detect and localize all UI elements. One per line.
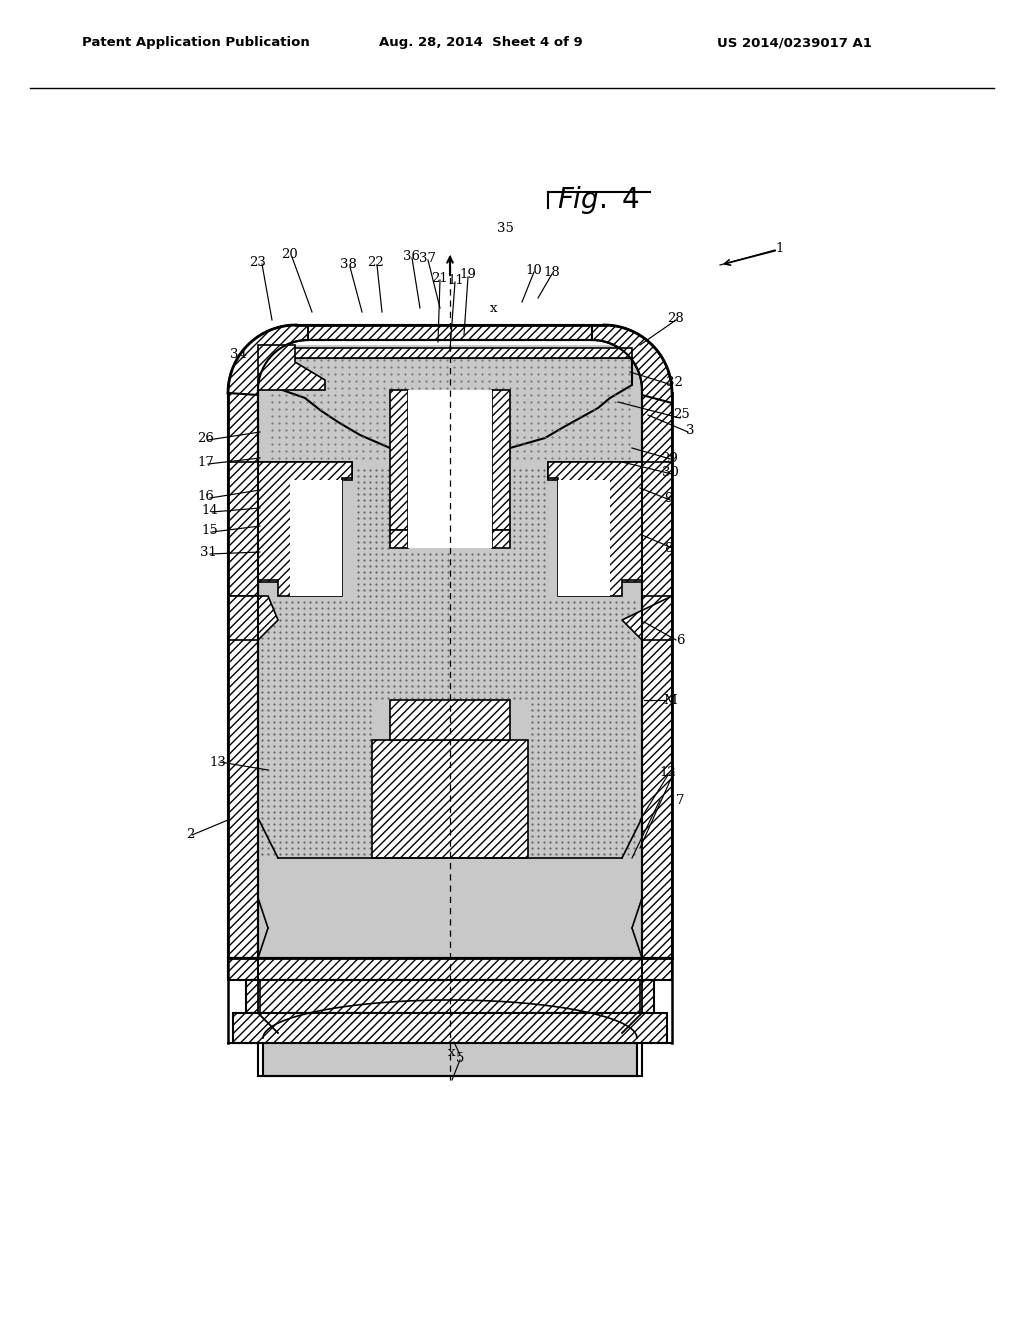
Text: 30: 30 [662, 466, 679, 479]
Text: 35: 35 [497, 222, 513, 235]
Text: 7: 7 [676, 793, 684, 807]
Polygon shape [642, 389, 672, 958]
Text: 34: 34 [229, 348, 247, 362]
Polygon shape [228, 462, 258, 597]
Polygon shape [228, 325, 672, 403]
Polygon shape [228, 958, 672, 979]
Text: 5: 5 [456, 1052, 464, 1064]
Text: 22: 22 [367, 256, 383, 269]
Text: 20: 20 [282, 248, 298, 261]
Text: 1: 1 [776, 242, 784, 255]
Text: 12: 12 [659, 766, 677, 779]
Text: 9: 9 [664, 491, 672, 504]
Text: 18: 18 [544, 265, 560, 279]
Polygon shape [228, 325, 672, 964]
Text: 38: 38 [340, 259, 356, 272]
Text: M: M [664, 693, 677, 706]
Text: 10: 10 [525, 264, 543, 276]
Text: 36: 36 [403, 249, 421, 263]
Text: 3: 3 [686, 424, 694, 437]
Text: 32: 32 [666, 375, 682, 388]
Text: Patent Application Publication: Patent Application Publication [82, 36, 309, 49]
Polygon shape [610, 462, 642, 570]
Polygon shape [622, 597, 672, 640]
Text: 15: 15 [202, 524, 218, 536]
Polygon shape [233, 1012, 667, 1043]
Text: 25: 25 [674, 408, 690, 421]
Polygon shape [228, 958, 672, 978]
Polygon shape [600, 548, 642, 582]
Text: 16: 16 [198, 490, 214, 503]
Polygon shape [258, 462, 290, 570]
Text: 26: 26 [198, 432, 214, 445]
Text: x: x [449, 1045, 456, 1059]
Text: 14: 14 [202, 503, 218, 516]
Polygon shape [558, 480, 610, 597]
Polygon shape [258, 462, 352, 597]
Text: 6: 6 [676, 634, 684, 647]
Polygon shape [263, 1043, 637, 1076]
Text: 28: 28 [668, 312, 684, 325]
Polygon shape [290, 462, 352, 480]
Polygon shape [492, 389, 510, 531]
Text: 2: 2 [185, 829, 195, 842]
Text: 31: 31 [200, 545, 216, 558]
Text: 21: 21 [432, 272, 449, 285]
Polygon shape [390, 700, 510, 741]
Polygon shape [258, 345, 325, 389]
Polygon shape [548, 462, 642, 597]
Polygon shape [642, 462, 672, 597]
Polygon shape [268, 358, 632, 458]
Text: 11: 11 [447, 273, 464, 286]
Text: 17: 17 [198, 455, 214, 469]
Polygon shape [228, 597, 278, 640]
Text: Aug. 28, 2014  Sheet 4 of 9: Aug. 28, 2014 Sheet 4 of 9 [379, 36, 583, 49]
Polygon shape [258, 345, 642, 958]
Polygon shape [390, 531, 510, 548]
Text: 8: 8 [664, 541, 672, 554]
Polygon shape [268, 348, 632, 358]
Text: 37: 37 [420, 252, 436, 264]
Polygon shape [258, 548, 300, 582]
Polygon shape [290, 480, 342, 597]
Text: US 2014/0239017 A1: US 2014/0239017 A1 [717, 36, 871, 49]
Polygon shape [390, 389, 408, 531]
Text: 13: 13 [210, 755, 226, 768]
Text: 19: 19 [460, 268, 476, 281]
Text: 29: 29 [662, 451, 679, 465]
Text: x: x [490, 301, 498, 314]
Text: $\mathit{Fig.\ 4}$: $\mathit{Fig.\ 4}$ [557, 183, 639, 216]
Polygon shape [372, 741, 528, 858]
Polygon shape [548, 462, 610, 480]
Polygon shape [246, 979, 654, 1012]
Polygon shape [408, 389, 492, 548]
Polygon shape [228, 389, 258, 958]
Text: 23: 23 [250, 256, 266, 268]
